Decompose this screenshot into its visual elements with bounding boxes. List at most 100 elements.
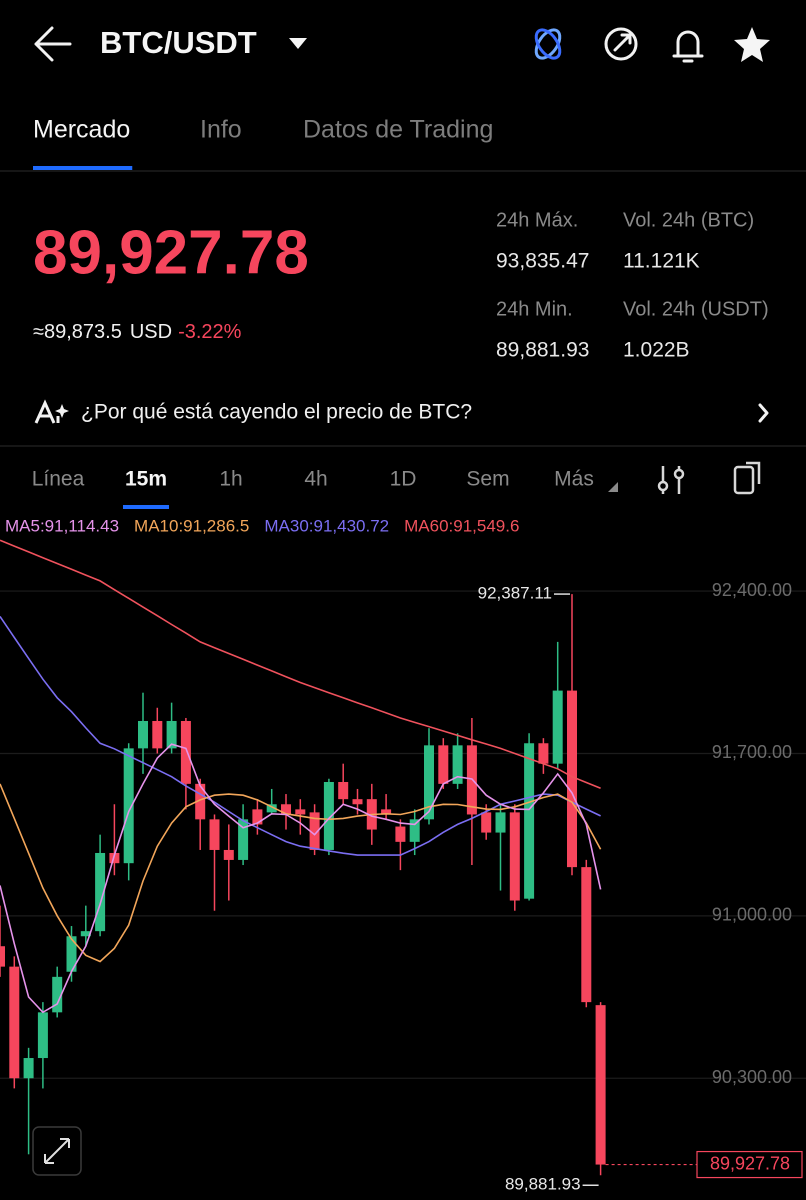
ma-legend: MA5:91,114.43 MA10:91,286.5 MA30:91,430.72…: [5, 516, 519, 535]
news-banner[interactable]: ¿Por qué está cayendo el precio de BTC?: [81, 401, 472, 424]
indicator-settings[interactable]: [657, 466, 685, 494]
candle-body: [223, 849, 234, 860]
candle-body: [166, 720, 177, 749]
interval[interactable]: Sem: [466, 468, 509, 491]
tab[interactable]: Mercado: [33, 116, 130, 144]
y-tick-label: 90,300.00: [712, 1067, 792, 1087]
price-approx: ≈89,873.5 USD -3.22%: [33, 321, 242, 343]
candle-body: [481, 812, 492, 833]
stat-value: 1.022B: [623, 339, 690, 362]
ma-line: [0, 539, 601, 790]
low-marker-label: 89,881.93: [505, 1175, 581, 1194]
interval[interactable]: 1h: [219, 468, 242, 491]
candle-body: [195, 783, 206, 820]
ai-icon[interactable]: [531, 26, 564, 63]
ma-legend-entry: MA60:91,549.6: [404, 516, 519, 535]
candle-body: [238, 819, 249, 860]
interval[interactable]: 1D: [390, 468, 417, 491]
candle-body: [567, 690, 577, 868]
fullscreen-button[interactable]: [32, 1126, 82, 1176]
price-overlay: 92,387.11 89,881.93 89,927.78: [478, 584, 803, 1194]
candle-body: [9, 966, 20, 1079]
candle-body: [509, 812, 520, 901]
candle-body: [295, 809, 306, 815]
candle-body: [495, 812, 506, 833]
plot-area: [0, 539, 606, 1176]
stat-label: Vol. 24h (USDT): [623, 298, 769, 320]
candle-body: [381, 809, 392, 815]
ma-line: [0, 783, 602, 963]
candle-body: [80, 931, 91, 937]
tab[interactable]: Info: [200, 116, 242, 144]
candle-body: [37, 1012, 48, 1059]
stat-value: 93,835.47: [496, 250, 589, 273]
candle-body: [438, 745, 449, 784]
interval[interactable]: 4h: [304, 468, 327, 491]
candle-body: [581, 867, 592, 1003]
candle-body: [524, 743, 535, 899]
interval-underline: [122, 505, 170, 509]
candle-body: [209, 819, 220, 850]
candle-body: [452, 745, 463, 784]
interval[interactable]: 15m: [125, 468, 167, 491]
ma-line: [0, 743, 602, 1014]
candle-body: [109, 852, 120, 864]
banner-chevron[interactable]: [758, 403, 769, 423]
share-button[interactable]: [604, 27, 638, 61]
interval[interactable]: Línea: [32, 468, 85, 491]
pair-title[interactable]: BTC/USDT: [100, 25, 257, 60]
candle-body: [281, 804, 291, 815]
ma-legend-entry: MA10:91,286.5: [134, 516, 249, 535]
approx-price: ≈89,873.5: [33, 321, 122, 343]
candle-body: [152, 720, 163, 749]
candle-body: [352, 799, 363, 805]
candle-body: [123, 748, 134, 864]
last-price-label: 89,927.78: [710, 1153, 790, 1173]
grid: 90,300.00 91,000.00 91,700.00 92,400.00: [0, 580, 806, 1087]
candle-body: [538, 743, 549, 764]
candle-body: [323, 781, 334, 850]
last-price-tag: [696, 1150, 803, 1179]
candle-body: [424, 745, 434, 820]
price-change: -3.22%: [178, 321, 242, 343]
more-caret[interactable]: [608, 482, 618, 492]
candle-body: [595, 1005, 606, 1165]
tab-bar: Mercado Info Datos de Trading: [33, 116, 493, 170]
interval[interactable]: Más: [554, 468, 594, 491]
candle-body: [23, 1058, 34, 1079]
candle-body: [395, 826, 406, 842]
stat-label: Vol. 24h (BTC): [623, 209, 754, 231]
pair-dropdown[interactable]: [289, 38, 307, 49]
chart-mode[interactable]: [733, 461, 761, 495]
candle-body: [266, 804, 277, 813]
tab[interactable]: Datos de Trading: [303, 116, 493, 144]
candle-body: [409, 819, 420, 842]
stat-value: 11.121K: [623, 250, 700, 273]
candle-body: [138, 720, 148, 749]
high-marker-label: 92,387.11: [478, 584, 552, 603]
candle-body: [66, 936, 77, 972]
ai-badge: [34, 399, 69, 424]
favorite-button[interactable]: [734, 27, 770, 62]
y-tick-label: 92,400.00: [712, 580, 792, 600]
interval-bar: Línea 15m 1h 4h 1D Sem Más: [32, 468, 594, 509]
stat-value: 89,881.93: [496, 339, 589, 362]
currency: USD: [130, 321, 172, 343]
y-tick-label: 91,700.00: [712, 742, 792, 762]
last-price: 89,927.78: [33, 218, 309, 287]
stat-label: 24h Máx.: [496, 209, 578, 231]
candle-body: [52, 976, 63, 1013]
candle-body: [552, 690, 563, 764]
candle-body: [95, 852, 106, 932]
candle-body: [0, 946, 5, 967]
stat-label: 24h Min.: [496, 298, 573, 320]
ma-legend-entry: MA5:91,114.43: [5, 516, 119, 535]
back-button[interactable]: [34, 26, 72, 62]
alert-button[interactable]: [672, 30, 704, 63]
y-tick-label: 91,000.00: [712, 905, 792, 925]
candle-body: [252, 809, 263, 825]
candle-body: [180, 720, 191, 784]
